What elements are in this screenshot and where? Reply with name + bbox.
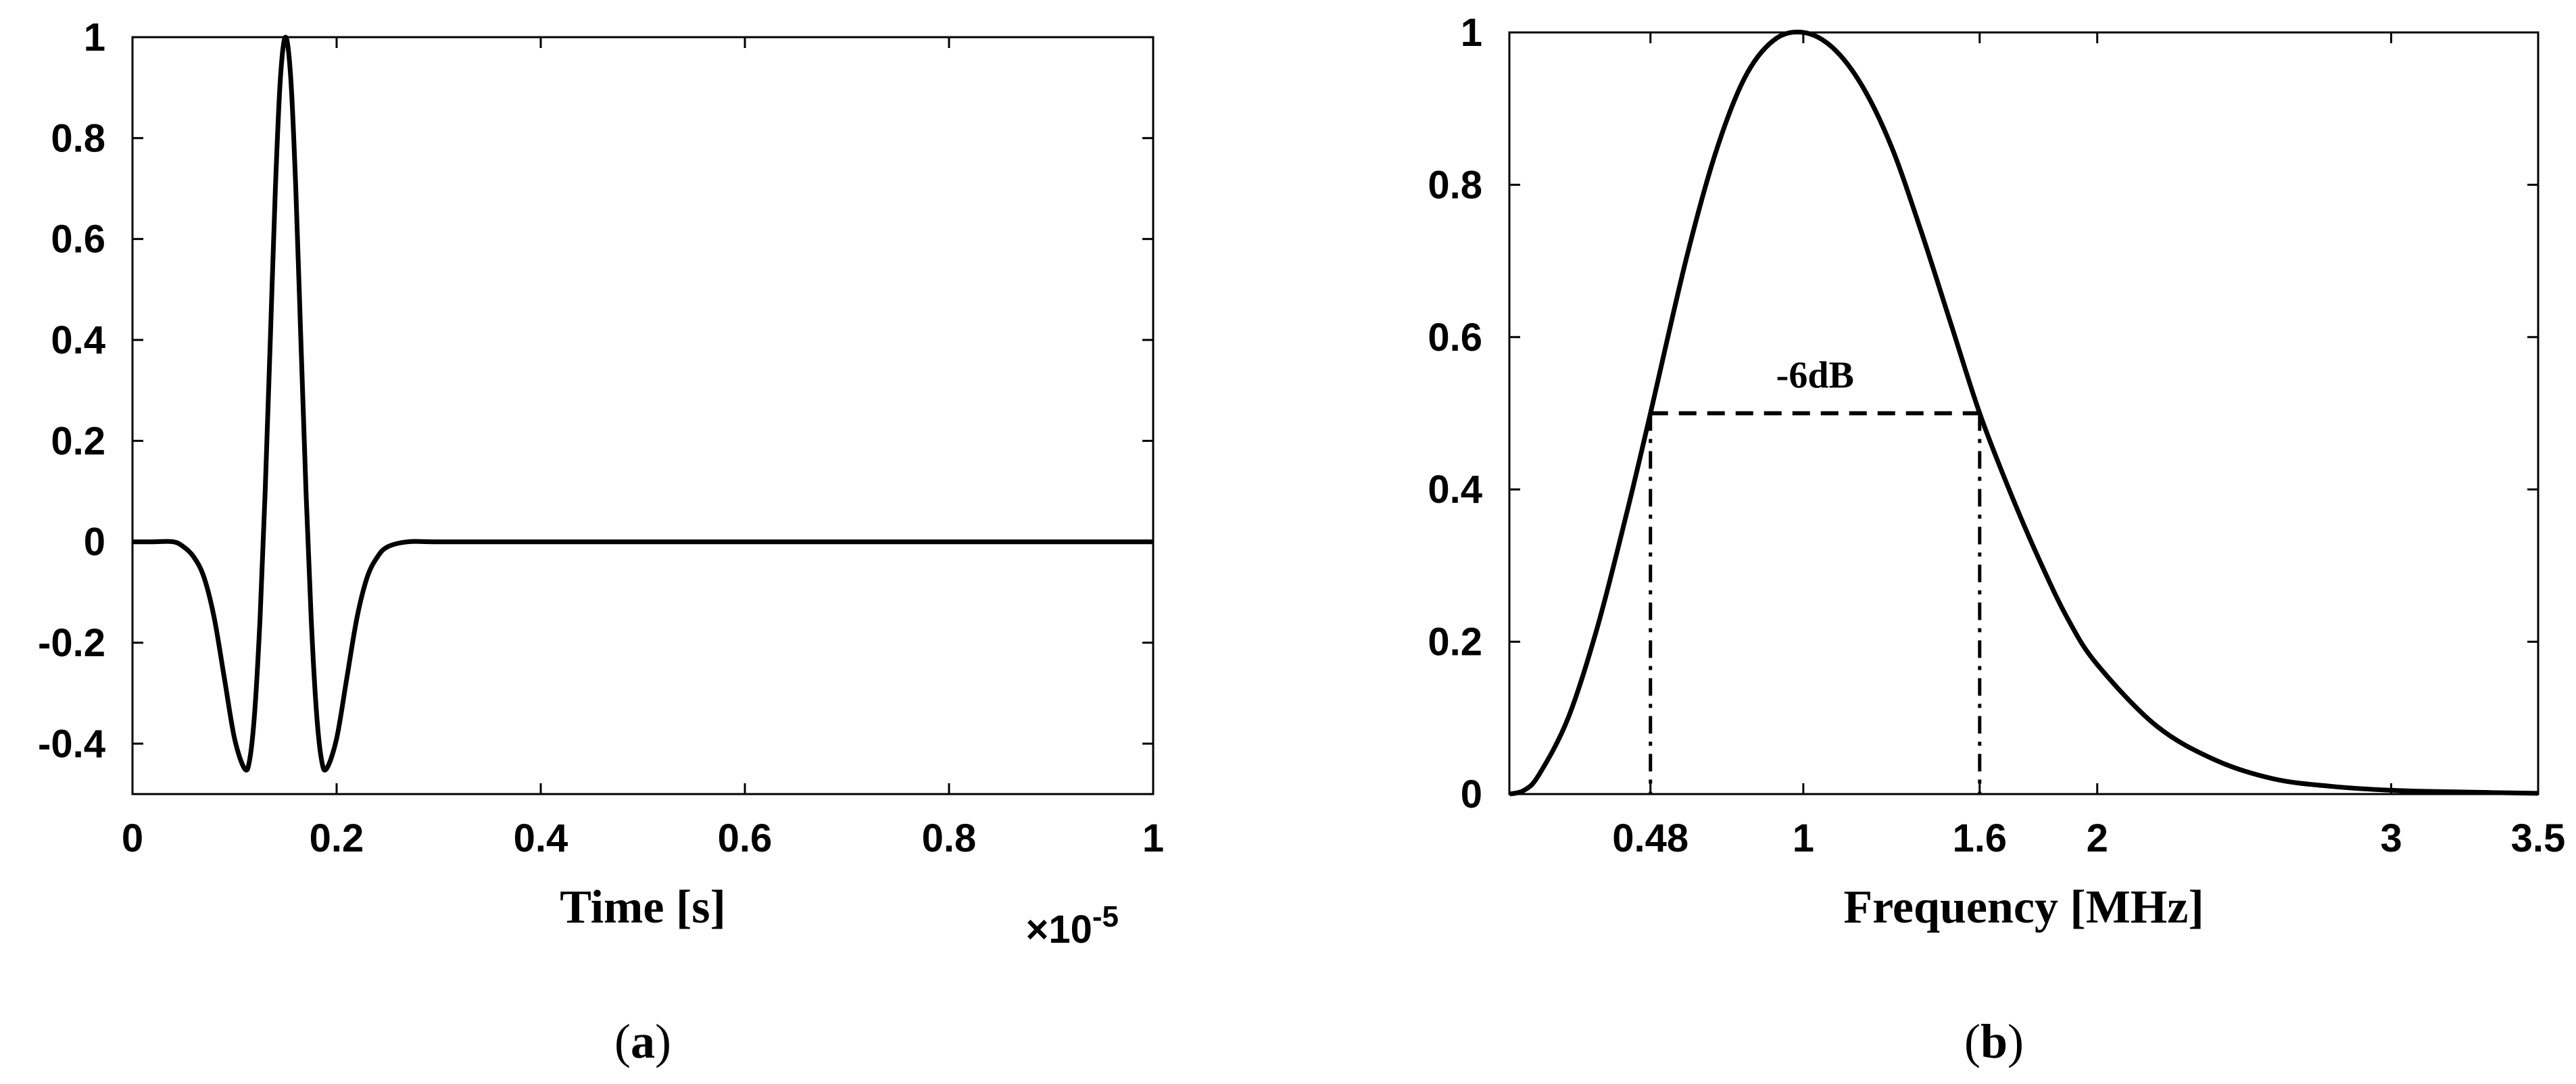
b-y-tick-label: 0.4 bbox=[1428, 468, 1482, 512]
b-y-tick-label: 0.2 bbox=[1428, 620, 1482, 664]
panel-b-x-axis-label: Frequency [MHz] bbox=[1843, 881, 2204, 933]
panel-a-series-line bbox=[132, 34, 1153, 773]
panel-a-x-multiplier-base: ×10 bbox=[1025, 908, 1092, 952]
panel-b-series-line bbox=[1509, 29, 2539, 797]
panel-a-caption: (a) bbox=[614, 1014, 671, 1068]
b-x-tick-label: 2 bbox=[2087, 816, 2108, 860]
panel-b-ticks: 0.48 1 1.6 2 3 3.5 0 0.2 0.4 0.6 0.8 1 bbox=[1428, 11, 2565, 860]
a-y-tick-label: 0 bbox=[84, 520, 105, 564]
b-y-tick-label: 0.6 bbox=[1428, 316, 1482, 360]
b-x-tick-label: 1 bbox=[1793, 816, 1814, 860]
a-y-tick-label: 0.4 bbox=[51, 318, 105, 362]
panel-b-caption: (b) bbox=[1964, 1014, 2024, 1068]
panel-a-x-axis-label: Time [s] bbox=[560, 881, 726, 933]
panel-a-x-multiplier: ×10-5 bbox=[1025, 900, 1119, 952]
a-x-tick-label: 0 bbox=[122, 816, 143, 860]
b-x-tick-label: 1.6 bbox=[1952, 816, 2007, 860]
a-x-tick-label: 0.8 bbox=[922, 816, 977, 860]
a-x-tick-label: 1 bbox=[1142, 816, 1164, 860]
b-y-tick-label: 1 bbox=[1461, 11, 1482, 55]
b-x-tick-label: 0.48 bbox=[1612, 816, 1688, 860]
panel-a-x-multiplier-exponent: -5 bbox=[1092, 900, 1119, 933]
panel-b-annotation: -6dB bbox=[1776, 355, 1854, 397]
a-y-tick-label: -0.4 bbox=[38, 722, 105, 766]
panel-b-caption-letter: b bbox=[1980, 1014, 2008, 1068]
a-y-tick-label: 0.2 bbox=[51, 419, 105, 463]
panel-b-axes-frame bbox=[1508, 31, 2539, 795]
a-y-tick-label: 0.8 bbox=[51, 116, 105, 160]
a-y-tick-label: 0.6 bbox=[51, 218, 105, 262]
a-x-tick-label: 0.2 bbox=[310, 816, 364, 860]
a-x-tick-label: 0.4 bbox=[514, 816, 568, 860]
panel-a-caption-letter: a bbox=[631, 1014, 655, 1068]
panel-a-ticks: 0 0.2 0.4 0.6 0.8 1 -0.4 -0.2 0 0.2 0.4 0.6 0.8 1 bbox=[38, 16, 1164, 860]
a-x-tick-label: 0.6 bbox=[718, 816, 773, 860]
b-y-tick-label: 0.8 bbox=[1428, 163, 1482, 207]
b-y-tick-label: 0 bbox=[1461, 772, 1482, 816]
a-y-tick-label: 1 bbox=[84, 16, 105, 59]
a-y-tick-label: -0.2 bbox=[38, 621, 105, 665]
panel-b-chart: 0.48 1 1.6 2 3 3.5 0 0.2 0.4 0.6 0.8 1 -6dB Frequen… bbox=[1428, 11, 2565, 1068]
panel-a-chart: 0 0.2 0.4 0.6 0.8 1 -0.4 -0.2 0 0.2 0.4 0.6 0.8 1 Tim… bbox=[38, 16, 1164, 1068]
panel-a-axes-frame bbox=[131, 36, 1155, 795]
b-x-tick-label: 3 bbox=[2380, 816, 2402, 860]
b-x-tick-label: 3.5 bbox=[2511, 816, 2566, 860]
